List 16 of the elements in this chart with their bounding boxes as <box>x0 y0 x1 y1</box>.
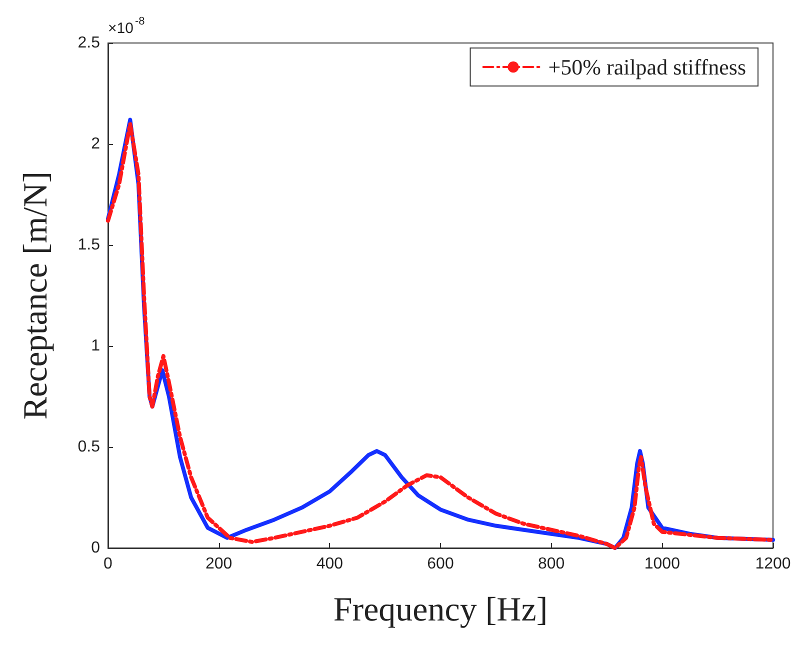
x-axis-title: Frequency [Hz] <box>333 592 548 628</box>
y-tick-label: 2 <box>91 136 100 152</box>
x-tick-label: 1000 <box>644 556 680 572</box>
y-tick-label: 1 <box>91 338 100 354</box>
x-tick-label: 400 <box>316 556 344 572</box>
x-tick-label: 1200 <box>755 556 791 572</box>
y-tick-label: 0.5 <box>78 438 100 456</box>
x-tick-label: 800 <box>538 556 565 572</box>
x-tick-label: 200 <box>205 556 232 572</box>
y-axis-title: Receptance [m/N] <box>18 171 54 420</box>
x-tick-label: 0 <box>104 556 113 572</box>
x-tick-label: 600 <box>427 556 454 572</box>
legend-label: +50% railpad stiffness <box>548 54 746 80</box>
y-tick-label: 0 <box>91 540 100 556</box>
y-tick-label: 2.5 <box>78 34 100 52</box>
y-tick-label: 1.5 <box>78 236 100 254</box>
